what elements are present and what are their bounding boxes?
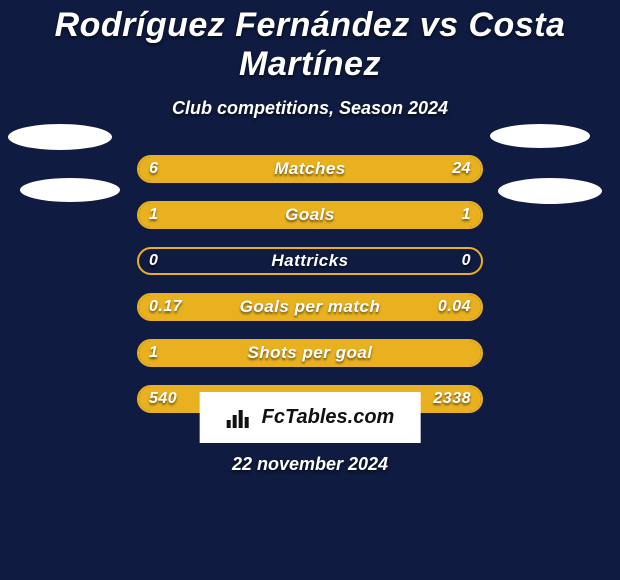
metric-right-value: 24 — [452, 160, 471, 178]
metric-left-value: 1 — [149, 344, 158, 362]
decorative-ellipse — [498, 178, 602, 204]
bars-icon — [226, 407, 254, 429]
site-logo-text: FcTables.com — [262, 406, 395, 429]
metric-left-value: 0.17 — [149, 298, 182, 316]
footer-date: 22 november 2024 — [232, 454, 388, 475]
metric-left-value: 6 — [149, 160, 158, 178]
decorative-ellipse — [8, 124, 112, 150]
metric-label: Shots per goal — [247, 343, 372, 363]
metric-right-value: 0.04 — [438, 298, 471, 316]
metric-right-value: 0 — [462, 252, 471, 270]
metric-label: Matches — [274, 159, 346, 179]
metric-label: Goals — [285, 205, 335, 225]
metric-fill-right — [310, 203, 481, 227]
metric-row: 6 24 Matches — [137, 155, 483, 183]
page-subtitle: Club competitions, Season 2024 — [0, 98, 620, 119]
decorative-ellipse — [490, 124, 590, 148]
metric-left-value: 1 — [149, 206, 158, 224]
decorative-ellipse — [20, 178, 120, 202]
metric-row: 0.17 0.04 Goals per match — [137, 293, 483, 321]
metric-right-value: 1 — [462, 206, 471, 224]
metric-right-value: 2338 — [433, 390, 471, 408]
site-logo: FcTables.com — [200, 392, 421, 443]
metric-left-value: 0 — [149, 252, 158, 270]
metric-label: Goals per match — [240, 297, 381, 317]
page-title: Rodríguez Fernández vs Costa Martínez — [0, 0, 620, 84]
metric-row: 1 Shots per goal — [137, 339, 483, 367]
metric-left-value: 540 — [149, 390, 177, 408]
metric-row: 1 1 Goals — [137, 201, 483, 229]
bars-column: 6 24 Matches 1 1 Goals 0 0 Hattricks 0.17 0.04 Goal… — [137, 155, 483, 431]
metric-label: Hattricks — [271, 251, 348, 271]
metric-row: 0 0 Hattricks — [137, 247, 483, 275]
